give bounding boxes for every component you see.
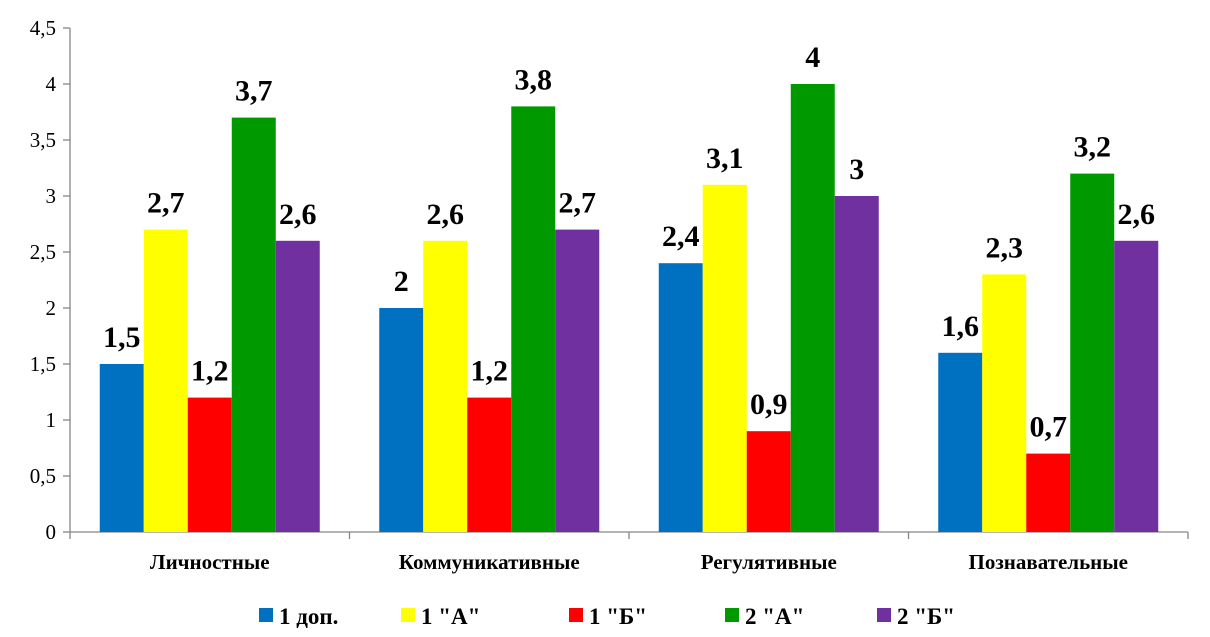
data-label: 1,2 (191, 355, 229, 388)
y-tick-label: 2 (46, 296, 57, 320)
bar (99, 364, 144, 532)
legend-label: 1 "А" (421, 604, 480, 629)
x-category-label: Познавательные (968, 550, 1128, 574)
data-label: 0,9 (750, 388, 788, 421)
legend-label: 2 "Б" (897, 604, 955, 629)
data-label: 2 (394, 265, 409, 298)
bar (143, 229, 188, 532)
bar (423, 240, 468, 533)
data-label: 3,7 (235, 75, 273, 108)
y-tick-label: 3 (46, 184, 57, 208)
data-label: 2,6 (427, 198, 465, 231)
data-label: 1,2 (471, 355, 509, 388)
bar (790, 84, 835, 532)
legend-label: 1 "Б" (589, 604, 647, 629)
bar (1026, 453, 1071, 532)
bar (1070, 173, 1115, 532)
bar (231, 117, 276, 532)
y-tick-label: 1 (46, 408, 57, 432)
legend-label: 2 "А" (745, 604, 804, 629)
legend-swatch (725, 608, 739, 622)
y-tick-label: 0 (46, 520, 57, 544)
data-label: 1,6 (942, 310, 980, 343)
x-category-label: Личностные (150, 550, 270, 574)
legend: 1 доп. 1 "А" 1 "Б" 2 "А" 2 "Б" (259, 604, 955, 629)
data-label: 2,3 (986, 231, 1024, 264)
bar (658, 263, 703, 532)
y-tick-label: 2,5 (30, 240, 56, 264)
data-label: 2,7 (559, 187, 597, 220)
bar (938, 352, 983, 532)
bar (555, 229, 600, 532)
bar (511, 106, 556, 533)
legend-swatch (259, 608, 273, 622)
bar (834, 196, 879, 532)
data-labels: 1,5 2 2,4 1,6 2,7 2,6 3,1 2,3 1,2 1,2 0,9 0,7 3,7 3,8… (103, 41, 1155, 444)
bars (99, 84, 1159, 533)
y-tick-label: 4 (46, 72, 57, 96)
bar (746, 431, 791, 532)
bar (1114, 240, 1159, 533)
data-label: 3 (849, 153, 864, 186)
bar (187, 397, 232, 532)
bar (275, 240, 320, 533)
bar (379, 308, 424, 532)
axes: 0 0,5 1 1,5 2 2,5 3 3,5 4 4,5 Личностные Коммуникат… (30, 16, 1189, 574)
data-label: 3,1 (706, 142, 744, 175)
y-tick-label: 4,5 (30, 16, 56, 40)
y-tick-label: 1,5 (30, 352, 56, 376)
data-label: 1,5 (103, 321, 141, 354)
data-label: 2,7 (147, 187, 185, 220)
data-label: 3,2 (1074, 131, 1112, 164)
data-label: 4 (805, 41, 820, 74)
data-label: 3,8 (515, 63, 553, 96)
y-tick-label: 0,5 (30, 464, 56, 488)
legend-swatch (401, 608, 415, 622)
y-tick-label: 3,5 (30, 128, 56, 152)
bar (467, 397, 512, 532)
legend-swatch (877, 608, 891, 622)
x-category-label: Коммуникативные (399, 550, 580, 574)
data-label: 0,7 (1030, 411, 1068, 444)
x-category-label: Регулятивные (701, 550, 837, 574)
legend-swatch (569, 608, 583, 622)
legend-label: 1 доп. (279, 604, 338, 629)
data-label: 2,6 (279, 198, 317, 231)
data-label: 2,6 (1118, 198, 1156, 231)
bar (982, 274, 1027, 532)
data-label: 2,4 (662, 220, 700, 253)
bar (702, 184, 747, 533)
